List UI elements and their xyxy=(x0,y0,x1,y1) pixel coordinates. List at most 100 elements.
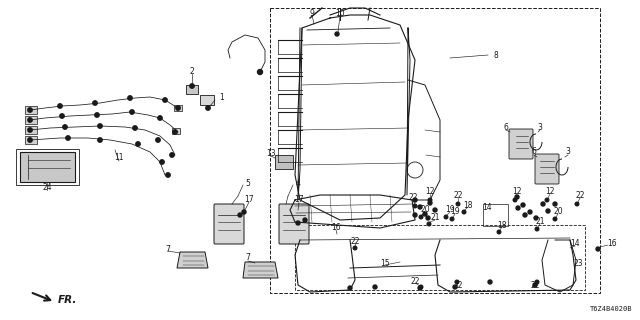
Text: 18: 18 xyxy=(497,220,507,229)
Bar xyxy=(172,128,180,134)
Text: 9: 9 xyxy=(310,9,314,18)
Circle shape xyxy=(296,221,300,225)
Polygon shape xyxy=(177,252,208,268)
Circle shape xyxy=(98,124,102,128)
Circle shape xyxy=(428,198,432,202)
Text: 22: 22 xyxy=(453,191,463,201)
Circle shape xyxy=(545,198,548,202)
Circle shape xyxy=(206,106,210,110)
Circle shape xyxy=(534,216,538,220)
Circle shape xyxy=(58,104,62,108)
Circle shape xyxy=(546,209,550,213)
Bar xyxy=(200,95,214,105)
Circle shape xyxy=(257,69,262,75)
Text: 5: 5 xyxy=(246,179,250,188)
Text: 21: 21 xyxy=(430,213,440,222)
Circle shape xyxy=(238,213,242,217)
Circle shape xyxy=(456,202,460,206)
Circle shape xyxy=(453,285,457,289)
Circle shape xyxy=(373,285,377,289)
Circle shape xyxy=(173,130,177,134)
Bar xyxy=(174,105,182,111)
Circle shape xyxy=(28,108,32,112)
Bar xyxy=(295,225,585,290)
Text: 24: 24 xyxy=(42,183,52,193)
Circle shape xyxy=(160,160,164,164)
Text: 12: 12 xyxy=(425,188,435,196)
Circle shape xyxy=(419,285,423,289)
Text: 6: 6 xyxy=(532,148,536,156)
Text: 22: 22 xyxy=(350,236,360,245)
Text: 3: 3 xyxy=(538,123,543,132)
Circle shape xyxy=(128,96,132,100)
Circle shape xyxy=(535,280,539,284)
Circle shape xyxy=(575,202,579,206)
Text: 16: 16 xyxy=(607,238,617,247)
Circle shape xyxy=(444,215,448,219)
Text: 1: 1 xyxy=(220,93,225,102)
Text: 4: 4 xyxy=(296,179,300,188)
Circle shape xyxy=(353,246,357,250)
Circle shape xyxy=(136,142,140,146)
FancyBboxPatch shape xyxy=(279,204,309,244)
Circle shape xyxy=(28,128,32,132)
Text: 13: 13 xyxy=(266,149,276,158)
Circle shape xyxy=(28,138,32,142)
Circle shape xyxy=(516,206,520,210)
Bar xyxy=(275,155,293,169)
Circle shape xyxy=(418,286,422,290)
Circle shape xyxy=(523,213,527,217)
Polygon shape xyxy=(243,262,278,278)
Bar xyxy=(25,106,37,114)
Text: 19: 19 xyxy=(450,207,460,217)
Circle shape xyxy=(497,230,501,234)
Circle shape xyxy=(95,113,99,117)
Circle shape xyxy=(163,98,167,102)
Text: 8: 8 xyxy=(493,51,499,60)
Bar xyxy=(186,85,198,94)
Text: 16: 16 xyxy=(331,223,341,233)
Text: 22: 22 xyxy=(531,281,540,290)
Circle shape xyxy=(413,213,417,217)
Bar xyxy=(25,116,37,124)
Bar xyxy=(270,8,600,293)
Bar xyxy=(20,152,75,182)
FancyBboxPatch shape xyxy=(509,129,533,159)
FancyBboxPatch shape xyxy=(214,204,244,244)
Text: 20: 20 xyxy=(420,205,430,214)
Circle shape xyxy=(541,202,545,206)
Circle shape xyxy=(521,203,525,207)
Bar xyxy=(25,136,37,144)
Circle shape xyxy=(28,118,32,122)
Text: 22: 22 xyxy=(410,276,420,285)
Circle shape xyxy=(596,247,600,251)
Circle shape xyxy=(63,125,67,129)
Text: 17: 17 xyxy=(244,196,254,204)
Circle shape xyxy=(303,218,307,222)
Text: T6Z4B4020B: T6Z4B4020B xyxy=(589,306,632,312)
Text: FR.: FR. xyxy=(58,295,77,305)
Circle shape xyxy=(433,208,437,212)
Text: 14: 14 xyxy=(482,204,492,212)
Circle shape xyxy=(190,84,194,88)
Circle shape xyxy=(348,286,352,290)
Circle shape xyxy=(533,283,537,287)
Text: 18: 18 xyxy=(463,201,473,210)
FancyBboxPatch shape xyxy=(535,154,559,184)
Circle shape xyxy=(60,114,64,118)
Circle shape xyxy=(419,215,423,219)
Text: 2: 2 xyxy=(189,68,195,76)
Circle shape xyxy=(488,280,492,284)
Circle shape xyxy=(515,195,519,199)
Circle shape xyxy=(455,280,459,284)
Circle shape xyxy=(462,210,466,214)
Text: 15: 15 xyxy=(380,259,390,268)
Circle shape xyxy=(66,136,70,140)
Circle shape xyxy=(528,210,532,214)
Circle shape xyxy=(98,138,102,142)
Circle shape xyxy=(166,173,170,177)
Circle shape xyxy=(170,153,174,157)
Text: 10: 10 xyxy=(335,9,345,18)
Circle shape xyxy=(553,217,557,221)
Text: 20: 20 xyxy=(553,207,563,217)
